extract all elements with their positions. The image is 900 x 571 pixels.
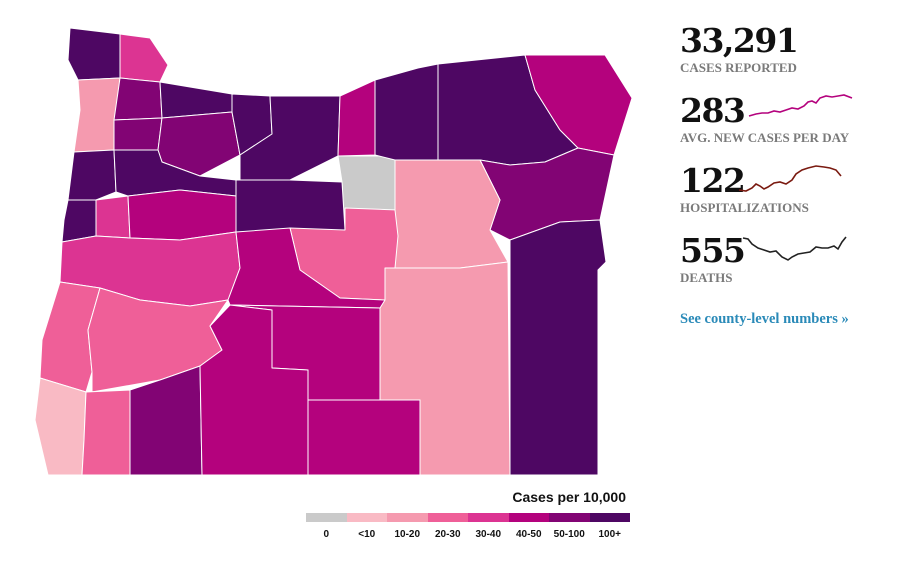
county-clatsop[interactable] bbox=[67, 27, 121, 81]
legend-label: 20-30 bbox=[434, 529, 461, 540]
county-lake[interactable] bbox=[307, 399, 421, 476]
avg-new-cases-sparkline bbox=[748, 94, 853, 117]
stat-deaths: 555 DEATHS bbox=[680, 232, 890, 302]
county-baker[interactable] bbox=[509, 219, 607, 476]
stat-avg-new-cases: 283 AVG. NEW CASES PER DAY bbox=[680, 92, 890, 162]
sparkline-line bbox=[738, 165, 842, 192]
county-columbia[interactable] bbox=[119, 33, 169, 83]
legend-color-bar bbox=[306, 513, 630, 522]
stat-cases: 33,291 CASES REPORTED bbox=[680, 22, 890, 92]
county-level-numbers-link[interactable]: See county-level numbers » bbox=[680, 311, 849, 327]
county-jefferson[interactable] bbox=[235, 179, 346, 233]
county-tillamook[interactable] bbox=[73, 77, 121, 153]
stats-panel: 33,291 CASES REPORTED 283 AVG. NEW CASES… bbox=[680, 22, 890, 328]
county-curry[interactable] bbox=[34, 377, 87, 476]
hospitalizations-label: HOSPITALIZATIONS bbox=[680, 200, 809, 215]
legend-label: <10 bbox=[358, 529, 376, 540]
cases-reported-label: CASES REPORTED bbox=[680, 60, 797, 75]
county-sherman[interactable] bbox=[337, 79, 376, 157]
legend-label: 30-40 bbox=[475, 529, 502, 540]
legend-swatch bbox=[468, 513, 509, 522]
hospitalizations-value: 122 bbox=[680, 161, 746, 200]
county-klamath[interactable] bbox=[199, 304, 309, 476]
map-svg bbox=[34, 27, 633, 476]
legend-swatch bbox=[387, 513, 428, 522]
stat-hospitalizations: 122 HOSPITALIZATIONS bbox=[680, 162, 890, 232]
cases-reported-value: 33,291 bbox=[680, 21, 799, 60]
legend-swatch bbox=[508, 513, 549, 522]
oregon-county-map bbox=[34, 27, 633, 476]
legend-label: 40-50 bbox=[515, 529, 542, 540]
legend-swatch bbox=[306, 513, 347, 522]
county-morrow[interactable] bbox=[374, 63, 439, 161]
legend-label: 0 bbox=[323, 529, 330, 540]
sparkline-line bbox=[742, 236, 847, 261]
deaths-sparkline bbox=[742, 236, 847, 261]
legend-swatch bbox=[549, 513, 590, 522]
county-washington[interactable] bbox=[113, 77, 163, 121]
deaths-value: 555 bbox=[680, 231, 746, 270]
county-benton[interactable] bbox=[95, 195, 131, 239]
hospitalizations-sparkline bbox=[738, 165, 842, 192]
legend-label: 10-20 bbox=[394, 529, 421, 540]
legend-label: 100+ bbox=[598, 529, 622, 540]
county-linn[interactable] bbox=[127, 189, 237, 241]
avg-new-cases-value: 283 bbox=[680, 91, 746, 130]
legend-label: 50-100 bbox=[553, 529, 585, 540]
legend-labels: 0 <10 10-20 20-30 30-40 40-50 50-100 100… bbox=[306, 529, 630, 540]
sparkline-line bbox=[748, 94, 853, 117]
legend: Cases per 10,000 0 <10 10-20 20-30 30-40… bbox=[306, 489, 630, 540]
county-polk[interactable] bbox=[67, 149, 117, 201]
legend-title: Cases per 10,000 bbox=[512, 489, 626, 505]
avg-new-cases-label: AVG. NEW CASES PER DAY bbox=[680, 130, 850, 145]
legend-swatch bbox=[589, 513, 630, 522]
county-josephine[interactable] bbox=[81, 389, 131, 476]
legend-swatch bbox=[346, 513, 387, 522]
county-lincoln[interactable] bbox=[61, 199, 97, 243]
legend-swatch bbox=[427, 513, 468, 522]
county-yamhill[interactable] bbox=[113, 117, 163, 151]
deaths-label: DEATHS bbox=[680, 270, 733, 285]
